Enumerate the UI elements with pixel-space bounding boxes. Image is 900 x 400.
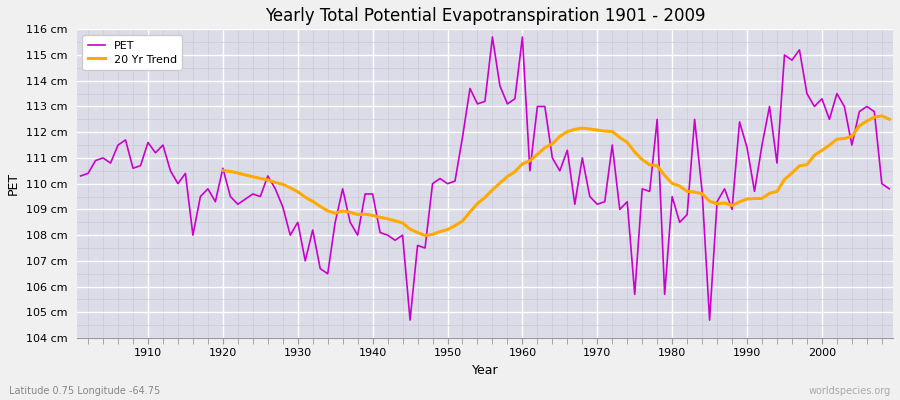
PET [622,199,633,204]
PET [532,104,543,109]
PET [135,163,146,168]
20 Yr Trend [884,117,895,122]
PET [487,34,498,39]
Y-axis label: PET: PET [7,172,20,195]
X-axis label: Year: Year [472,364,499,377]
PET [76,174,86,178]
PET [884,186,895,191]
20 Yr Trend [517,162,527,166]
PET [405,318,416,322]
PET [525,168,535,173]
20 Yr Trend [607,129,617,134]
Title: Yearly Total Potential Evapotranspiration 1901 - 2009: Yearly Total Potential Evapotranspiratio… [265,7,706,25]
20 Yr Trend [300,195,310,200]
Line: PET: PET [81,37,889,320]
PET [300,258,310,263]
Text: worldspecies.org: worldspecies.org [809,386,891,396]
PET [345,220,356,225]
20 Yr Trend [509,169,520,174]
Text: Latitude 0.75 Longitude -64.75: Latitude 0.75 Longitude -64.75 [9,386,160,396]
Legend: PET, 20 Yr Trend: PET, 20 Yr Trend [83,35,182,70]
20 Yr Trend [345,210,356,215]
Line: 20 Yr Trend: 20 Yr Trend [223,116,889,236]
